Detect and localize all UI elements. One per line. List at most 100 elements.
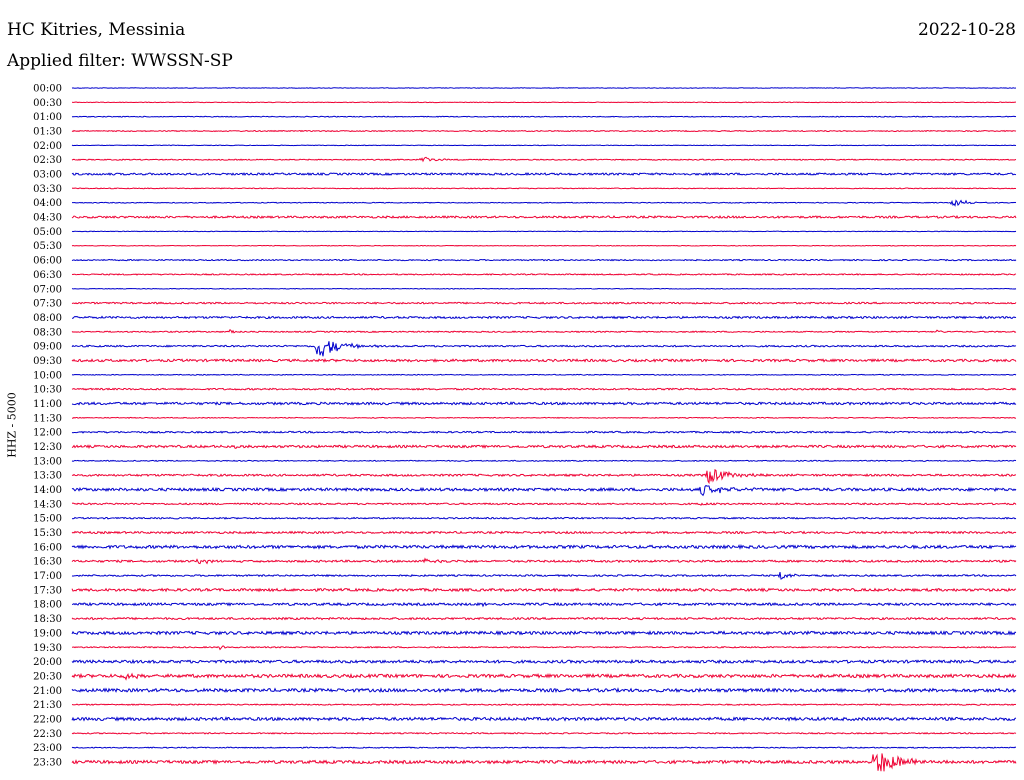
seismic-trace-1500 [71,516,1017,520]
time-tick-label: 19:00 [33,628,62,639]
time-tick-label: 20:30 [33,671,62,682]
seismic-trace-0830 [71,329,1017,334]
seismic-trace-0000 [71,87,1017,89]
time-tick-label: 04:00 [33,198,62,209]
time-tick-label: 03:00 [33,170,62,181]
seismic-trace-1300 [71,459,1017,462]
seismic-trace-1900 [71,630,1017,636]
time-tick-label: 08:30 [33,327,62,338]
time-tick-label: 20:00 [33,657,62,668]
seismic-trace-0800 [71,315,1017,320]
time-tick-label: 03:30 [33,184,62,195]
time-tick-label: 00:30 [33,98,62,109]
seismic-trace-1830 [71,616,1017,621]
time-tick-label: 14:00 [33,485,62,496]
time-tick-label: 07:00 [33,284,62,295]
seismic-trace-0730 [71,301,1017,305]
seismic-trace-1730 [71,587,1017,593]
seismic-trace-0700 [71,287,1017,290]
seismic-trace-2000 [71,658,1017,665]
seismic-trace-0430 [71,214,1017,219]
time-tick-label: 11:30 [33,413,62,424]
seismic-trace-1930 [71,645,1017,651]
seismic-trace-2130 [71,703,1017,706]
seismic-trace-2230 [71,731,1017,735]
time-tick-label: 12:00 [33,428,62,439]
seismic-trace-1100 [71,401,1017,406]
seismic-trace-1430 [71,502,1017,506]
date-label: 2022-10-28 [917,20,1016,40]
time-tick-label: 08:00 [33,313,62,324]
time-tick-label: 23:30 [33,757,62,768]
time-tick-label: 12:30 [33,442,62,453]
station-title: HC Kitries, Messinia [7,20,186,40]
seismic-trace-1030 [71,387,1017,391]
time-tick-label: 06:00 [33,256,62,267]
seismic-trace-0230 [71,156,1017,163]
seismic-trace-0130 [71,129,1017,133]
seismic-trace-0630 [71,273,1017,276]
time-tick-label: 06:30 [33,270,62,281]
seismic-trace-1800 [71,601,1017,608]
seismic-trace-1600 [71,543,1017,550]
seismic-trace-1130 [71,416,1017,419]
time-tick-label: 05:30 [33,241,62,252]
filter-label: Applied filter: WWSSN-SP [7,51,233,71]
time-tick-label: 04:30 [33,213,62,224]
seismic-trace-1200 [71,430,1017,434]
time-tick-label: 13:30 [33,471,62,482]
seismic-trace-2030 [71,672,1017,681]
seismic-trace-0400 [71,199,1017,207]
time-tick-label: 22:30 [33,729,62,740]
seismic-trace-0900 [71,341,1017,357]
time-tick-label: 21:00 [33,686,62,697]
time-tick-label: 05:00 [33,227,62,238]
seismic-trace-0600 [71,258,1017,262]
seismic-trace-0930 [71,358,1017,363]
time-tick-label: 23:00 [33,743,62,754]
time-tick-label: 10:30 [33,385,62,396]
time-tick-label: 09:00 [33,342,62,353]
seismic-trace-1000 [71,373,1017,376]
time-tick-label: 02:00 [33,141,62,152]
time-tick-label: 18:30 [33,614,62,625]
time-tick-label: 02:30 [33,155,62,166]
seismic-trace-1330 [71,468,1017,485]
time-tick-label: 16:00 [33,542,62,553]
time-tick-label: 22:00 [33,714,62,725]
time-tick-label: 21:30 [33,700,62,711]
time-tick-label: 01:00 [33,112,62,123]
time-tick-label: 09:30 [33,356,62,367]
seismic-trace-0330 [71,187,1017,190]
time-tick-label: 13:00 [33,456,62,467]
seismic-trace-1700 [71,571,1017,580]
seismic-trace-0100 [71,115,1017,118]
seismic-trace-0530 [71,244,1017,247]
time-tick-label: 10:00 [33,370,62,381]
time-tick-label: 01:30 [33,127,62,138]
time-tick-label: 11:00 [33,399,62,410]
seismic-trace-0500 [71,230,1017,233]
time-tick-label: 18:00 [33,600,62,611]
time-tick-label: 00:00 [33,84,62,95]
time-tick-label: 07:30 [33,299,62,310]
seismic-trace-2200 [71,716,1017,722]
seismic-trace-1400 [71,484,1017,497]
seismic-trace-2100 [71,687,1017,694]
time-tick-label: 15:00 [33,514,62,525]
seismic-trace-1530 [71,530,1017,535]
seismic-trace-2330 [71,753,1017,772]
time-tick-label: 17:30 [33,585,62,596]
time-tick-label: 17:00 [33,571,62,582]
seismic-trace-0200 [71,144,1017,147]
time-tick-label: 14:30 [33,499,62,510]
time-tick-label: 19:30 [33,643,62,654]
seismic-trace-1630 [71,557,1017,565]
seismic-trace-0030 [71,101,1017,104]
time-tick-label: 15:30 [33,528,62,539]
seismic-trace-0300 [71,172,1017,176]
seismic-trace-1230 [71,444,1017,449]
time-tick-label: 16:30 [33,557,62,568]
